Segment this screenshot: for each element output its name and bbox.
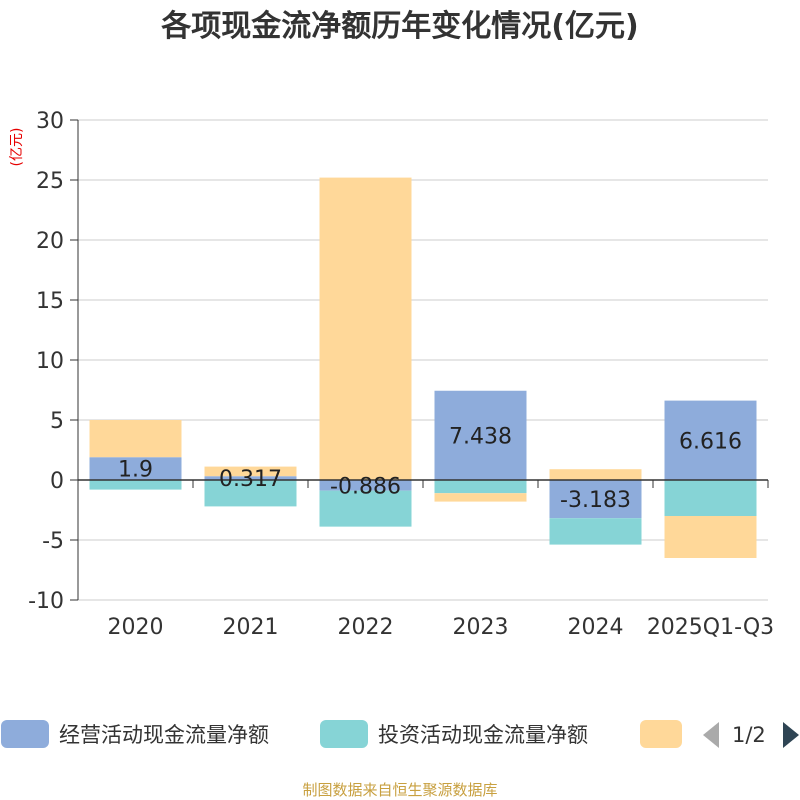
- legend-label-operating: 经营活动现金流量净额: [59, 723, 269, 747]
- legend-page-indicator: 1/2: [732, 723, 766, 747]
- data-label: 6.616: [679, 429, 742, 454]
- bar-financing-2024: [549, 469, 642, 480]
- bar-investing-2023: [434, 480, 527, 494]
- bar-investing-2025Q1-Q3: [664, 480, 757, 516]
- data-label: -3.183: [560, 488, 631, 513]
- legend-swatch-operating: [1, 720, 49, 748]
- y-tick-label: 30: [36, 109, 64, 134]
- y-tick-label: 20: [36, 229, 64, 254]
- y-tick-label: -10: [28, 589, 64, 614]
- bar-operating-2021: [204, 476, 297, 480]
- bar-operating-2025Q1-Q3: [664, 400, 757, 480]
- data-source-note: 制图数据来自恒生聚源数据库: [302, 781, 497, 799]
- y-tick-label: 5: [50, 409, 64, 434]
- x-tick-label: 2021: [223, 615, 279, 640]
- bar-financing-2023: [434, 493, 527, 502]
- bar-financing-2022: [319, 177, 412, 480]
- bar-financing-2020: [89, 420, 182, 458]
- bar-operating-2022: [319, 480, 412, 491]
- chart-title: 各项现金流净额历年变化情况(亿元): [160, 9, 638, 44]
- y-tick-label: 15: [36, 289, 64, 314]
- bar-investing-2021: [204, 480, 297, 507]
- legend-next-page-icon[interactable]: [783, 722, 799, 748]
- y-tick-label: -5: [42, 529, 64, 554]
- x-tick-label: 2020: [108, 615, 164, 640]
- data-labels: 1.9 0.317 -0.886 7.438 -3.183 6.616: [118, 424, 742, 513]
- y-tick-label: 0: [50, 469, 64, 494]
- bar-financing-2025Q1-Q3: [664, 516, 757, 558]
- bar-operating-2023: [434, 390, 527, 480]
- y-tick-label: 25: [36, 169, 64, 194]
- legend-prev-page-icon[interactable]: [703, 722, 719, 748]
- bar-investing-2022: [319, 490, 412, 527]
- legend-swatch-financing: [640, 720, 682, 748]
- bars: [89, 177, 757, 558]
- y-axis-ticks: 30 25 20 15 10 5 0 -5 -10: [28, 109, 78, 614]
- x-tick-label: 2023: [453, 615, 509, 640]
- legend-label-investing: 投资活动现金流量净额: [378, 723, 588, 747]
- x-tick-label: 2024: [568, 615, 624, 640]
- bar-investing-2024: [549, 518, 642, 545]
- y-axis-unit-label: (亿元): [9, 128, 25, 167]
- bar-operating-2024: [549, 480, 642, 519]
- data-label: 7.438: [449, 424, 512, 449]
- data-label: -0.886: [330, 474, 401, 499]
- bar-operating-2020: [89, 457, 182, 480]
- x-tick-label: 2022: [338, 615, 394, 640]
- data-label: 0.317: [219, 467, 282, 492]
- grid-lines: [78, 119, 768, 601]
- x-tick-label: 2025Q1-Q3: [647, 615, 774, 640]
- legend-swatch-investing: [320, 720, 368, 748]
- bar-investing-2020: [89, 480, 182, 490]
- data-label: 1.9: [118, 458, 153, 483]
- x-axis-ticks: 2020 2021 2022 2023 2024 2025Q1-Q3: [77, 480, 774, 640]
- legend: 经营活动现金流量净额 投资活动现金流量净额 1/2: [1, 720, 799, 748]
- y-tick-label: 10: [36, 349, 64, 374]
- bar-financing-2021: [204, 466, 297, 477]
